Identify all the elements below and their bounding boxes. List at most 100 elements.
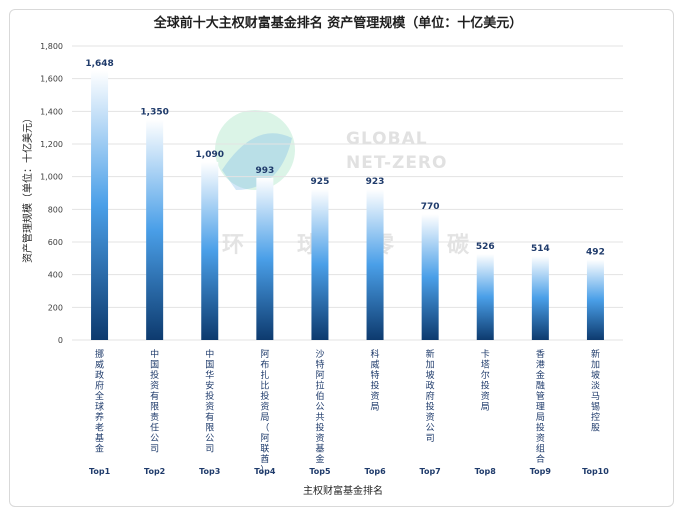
category-char: 资 — [481, 391, 490, 402]
category-char: 全 — [95, 390, 104, 402]
value-label-10: 492 — [586, 248, 605, 258]
category-char: 基 — [315, 443, 324, 455]
value-labels: 1,648 1,350 1,090 993 925 923 770 526 514 492 — [85, 59, 605, 258]
value-label-4: 993 — [255, 166, 274, 176]
category-char: 新 — [591, 348, 600, 360]
category-char: 金 — [95, 443, 104, 455]
bar-2 — [146, 119, 164, 340]
x-axis-title: 主权财富基金排名 — [303, 484, 383, 497]
category-label-2: 中国投资有限责任公司 — [150, 348, 159, 455]
watermark-char-4: 碳 — [447, 233, 470, 258]
category-char: 坡 — [591, 369, 600, 381]
category-char: 公 — [426, 423, 435, 434]
rank-label-1: Top1 — [89, 467, 111, 476]
value-label-5: 925 — [311, 177, 330, 187]
category-char: 华 — [205, 369, 214, 381]
category-char: 任 — [150, 422, 159, 434]
category-label-9: 香港金融管理局投资组合 — [536, 349, 545, 465]
watermark-line1: GLOBAL — [346, 129, 428, 149]
category-char: 府 — [95, 380, 104, 392]
watermark-logo — [215, 110, 295, 190]
value-label-9: 514 — [531, 244, 550, 254]
category-char: 阿 — [260, 433, 269, 444]
bar-3 — [201, 161, 219, 340]
category-char: 尔 — [481, 369, 490, 381]
category-char: 限 — [150, 402, 159, 413]
category-char: 金 — [315, 453, 324, 465]
category-label-10: 新加坡淡马锡控股 — [591, 348, 600, 434]
category-char: 锡 — [591, 402, 600, 413]
category-char: 老 — [95, 422, 104, 434]
category-char: 伯 — [315, 390, 324, 402]
y-tick-label: 200 — [48, 303, 63, 312]
y-tick-label: 0 — [58, 336, 63, 345]
gridlines — [72, 45, 623, 341]
rank-label-9: Top9 — [530, 467, 552, 476]
value-label-7: 770 — [421, 202, 440, 212]
category-labels: 挪威政府全球养老基金中国投资有限责任公司中国华安投资有限公司阿布扎比投资局（阿联… — [95, 348, 600, 476]
category-char: 局 — [260, 412, 269, 423]
category-char: 控 — [591, 411, 600, 423]
rank-label-2: Top2 — [144, 467, 165, 476]
category-char: 局 — [481, 402, 490, 413]
value-label-1: 1,648 — [85, 59, 113, 69]
category-char: 司 — [205, 444, 214, 455]
rank-label-8: Top8 — [475, 467, 497, 476]
category-char: 拉 — [315, 380, 324, 392]
category-char: 加 — [591, 360, 600, 371]
value-label-3: 1,090 — [196, 150, 224, 160]
y-tick-label: 1,200 — [40, 140, 63, 149]
y-tick-label: 1,400 — [40, 107, 63, 116]
bar-4 — [256, 177, 274, 340]
category-char: 中 — [205, 348, 214, 360]
rank-label-3: Top3 — [199, 467, 220, 476]
category-char: 投 — [481, 380, 490, 392]
category-label-3: 中国华安投资有限公司 — [205, 348, 214, 455]
category-label-6: 科威特投资局 — [371, 348, 380, 413]
category-char: 理 — [536, 402, 545, 413]
category-char: 科 — [371, 348, 380, 360]
category-char: 联 — [260, 444, 269, 455]
category-char: 加 — [426, 360, 435, 371]
chart-frame — [9, 9, 674, 507]
category-char: 威 — [95, 359, 104, 371]
category-char: 资 — [150, 381, 159, 392]
category-char: 阿 — [260, 349, 269, 360]
category-char: 政 — [426, 380, 435, 392]
category-char: 司 — [426, 433, 435, 444]
category-char: 卡 — [481, 348, 490, 360]
category-label-4: 阿布扎比投资局（阿联酋） — [260, 349, 269, 476]
category-char: 威 — [371, 359, 380, 371]
bar-10 — [586, 259, 604, 340]
category-char: 比 — [260, 380, 269, 392]
category-char: 香 — [536, 349, 545, 360]
category-char: 公 — [205, 433, 214, 444]
value-label-2: 1,350 — [140, 108, 168, 118]
category-char: 司 — [150, 444, 159, 455]
category-char: 投 — [536, 422, 545, 434]
category-char: 国 — [205, 360, 214, 371]
y-tick-label: 800 — [48, 205, 63, 214]
category-char: 共 — [315, 412, 324, 423]
category-char: 投 — [150, 369, 159, 381]
category-char: 投 — [315, 422, 324, 434]
rank-label-4: Top4 — [254, 467, 276, 476]
category-char: 投 — [426, 401, 435, 413]
category-char: 挪 — [95, 348, 104, 360]
value-label-6: 923 — [366, 177, 385, 187]
bar-9 — [531, 256, 549, 340]
category-char: 淡 — [591, 381, 600, 392]
category-char: 基 — [95, 432, 104, 444]
category-char: 责 — [150, 411, 159, 423]
category-char: 塔 — [481, 359, 490, 371]
bar-5 — [311, 188, 329, 340]
y-axis-ticks: 0 200 400 600 800 1,000 1,200 1,400 1,600 1,800 — [40, 42, 63, 345]
category-char: 资 — [426, 412, 435, 423]
watermark-char-1: 环 — [222, 233, 244, 258]
category-char: 扎 — [260, 369, 269, 381]
category-char: 资 — [536, 433, 545, 444]
category-char: 资 — [371, 391, 380, 402]
y-tick-label: 1,800 — [40, 42, 63, 51]
category-char: 特 — [371, 369, 380, 381]
category-char: 阿 — [315, 370, 324, 381]
